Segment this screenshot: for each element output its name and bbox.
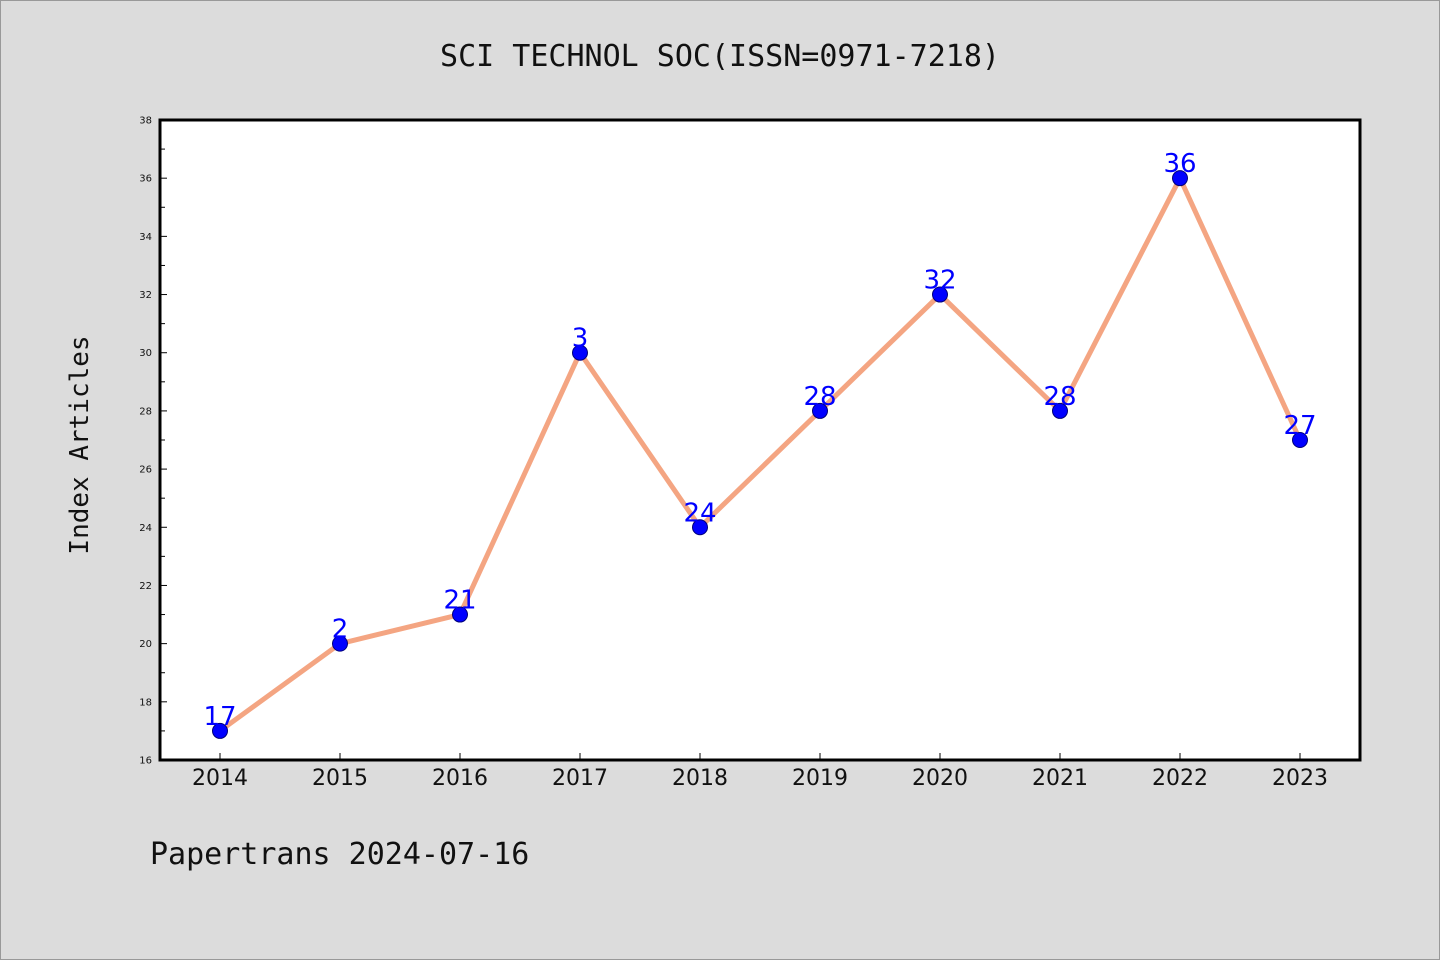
data-point bbox=[692, 519, 708, 536]
x-tick-label: 2017 bbox=[552, 766, 608, 791]
x-tick-label: 2022 bbox=[1152, 766, 1208, 791]
data-label: 28 bbox=[803, 382, 836, 412]
data-point bbox=[332, 635, 348, 652]
footer-credit: Papertrans 2024-07-16 bbox=[150, 837, 529, 872]
y-tick-label: 28 bbox=[139, 406, 152, 417]
data-label: 17 bbox=[203, 702, 236, 732]
series-line bbox=[217, 175, 1303, 734]
x-tick-label: 2021 bbox=[1032, 766, 1088, 791]
y-tick-label: 38 bbox=[139, 116, 152, 127]
x-tick-label: 2019 bbox=[792, 766, 848, 791]
data-label: 2 bbox=[332, 615, 349, 645]
y-tick-label: 34 bbox=[139, 232, 152, 243]
y-tick-label: 16 bbox=[139, 756, 152, 767]
y-tick-label: 22 bbox=[139, 581, 152, 592]
data-point bbox=[812, 402, 828, 419]
data-label: 21 bbox=[443, 586, 476, 616]
data-label: 24 bbox=[683, 498, 716, 528]
x-tick-label: 2015 bbox=[312, 766, 368, 791]
x-tick-label: 2023 bbox=[1272, 766, 1328, 791]
data-label: 32 bbox=[923, 266, 956, 296]
y-tick-label: 32 bbox=[139, 290, 152, 301]
data-point bbox=[1172, 170, 1188, 187]
y-tick-label: 30 bbox=[139, 348, 152, 359]
data-point bbox=[1052, 402, 1068, 419]
y-tick-label: 26 bbox=[139, 465, 152, 476]
data-labels-layer: 17 2 21 3 24 28 32 28 36 27 bbox=[203, 149, 1316, 732]
data-label: 3 bbox=[572, 324, 589, 354]
data-point bbox=[1292, 432, 1308, 448]
plot-frame bbox=[158, 118, 1362, 762]
y-tick-label: 24 bbox=[139, 523, 152, 534]
x-tick-label: 2014 bbox=[192, 766, 248, 791]
data-point bbox=[452, 606, 468, 623]
data-point bbox=[932, 286, 948, 303]
data-label: 27 bbox=[1283, 411, 1316, 441]
y-tick-label: 18 bbox=[139, 697, 152, 708]
y-tick-label: 20 bbox=[139, 639, 152, 650]
chart-title: SCI TECHNOL SOC(ISSN=0971-7218) bbox=[440, 39, 1000, 74]
data-label: 36 bbox=[1163, 149, 1196, 179]
plot-area bbox=[160, 120, 1360, 760]
x-tick-label: 2016 bbox=[432, 766, 488, 791]
y-axis-label: Index Articles bbox=[65, 335, 95, 554]
x-tick-label: 2020 bbox=[912, 766, 968, 791]
x-tick-label: 2018 bbox=[672, 766, 728, 791]
data-label: 28 bbox=[1043, 382, 1076, 412]
data-point bbox=[572, 344, 588, 361]
data-point bbox=[212, 722, 228, 739]
y-tick-label: 36 bbox=[139, 174, 152, 185]
series-layer bbox=[212, 170, 1308, 739]
